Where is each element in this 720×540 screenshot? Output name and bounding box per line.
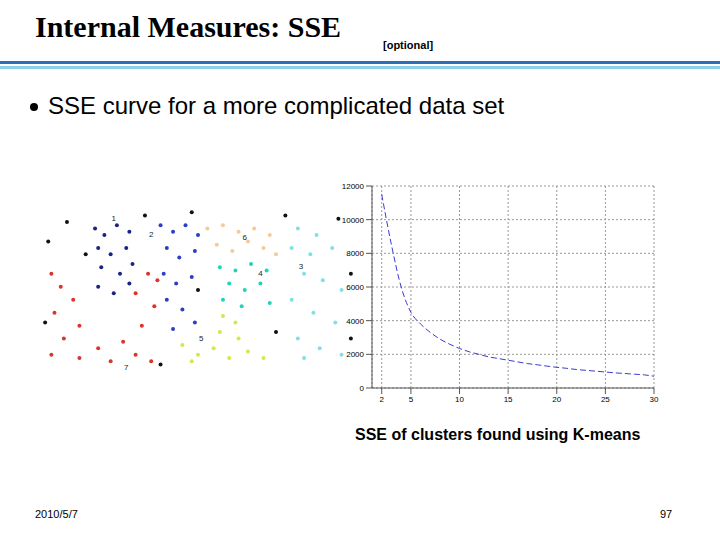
svg-text:10: 10: [455, 395, 464, 404]
svg-text:7: 7: [124, 363, 129, 371]
svg-text:3: 3: [299, 262, 304, 271]
html-text:SSE of clusters found using K-: SSE of clusters found using K-means: [355, 426, 641, 443]
svg-text:10000: 10000: [342, 216, 365, 225]
html-text:Internal Measures: SSE: Internal Measures: SSE: [35, 10, 342, 43]
svg-text:1: 1: [112, 214, 117, 223]
svg-text:2000: 2000: [346, 350, 364, 359]
svg-text:4: 4: [258, 269, 263, 278]
html-text:2010/5/7: 2010/5/7: [35, 508, 78, 520]
svg-text:25: 25: [601, 395, 610, 404]
svg-text:6000: 6000: [346, 283, 364, 292]
svg-text:2: 2: [379, 395, 384, 404]
svg-text:4000: 4000: [346, 317, 364, 326]
svg-text:12000: 12000: [342, 182, 365, 191]
svg-text:20: 20: [552, 395, 561, 404]
svg-text:5: 5: [409, 395, 414, 404]
html-text:[optional]: [optional]: [383, 39, 434, 51]
svg-text:2: 2: [149, 230, 154, 239]
svg-text:0: 0: [360, 384, 365, 393]
svg-text:6: 6: [243, 233, 248, 242]
svg-text:30: 30: [650, 395, 659, 404]
svg-text:8000: 8000: [346, 249, 364, 258]
html-text:SSE curve for a more complicat: SSE curve for a more complicated data se…: [48, 92, 505, 119]
html-text:97: 97: [660, 508, 673, 520]
svg-text:15: 15: [504, 395, 513, 404]
svg-text:5: 5: [199, 334, 204, 343]
